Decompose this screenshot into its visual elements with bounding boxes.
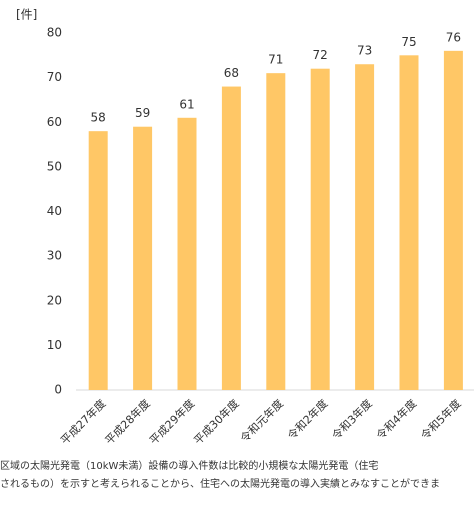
data-label: 73	[357, 44, 372, 58]
y-tick-label: 50	[47, 159, 62, 173]
data-label: 71	[268, 53, 283, 67]
y-tick-label: 40	[47, 204, 62, 218]
x-tick-label: 平成27年度	[58, 396, 109, 447]
y-tick-label: 20	[47, 293, 62, 307]
bar	[88, 131, 108, 391]
data-label: 68	[224, 66, 239, 80]
y-tick-label: 70	[47, 70, 62, 84]
bar	[443, 50, 463, 390]
bar	[177, 117, 197, 390]
bar	[133, 126, 153, 391]
data-label: 72	[313, 48, 328, 62]
x-tick-label: 令和3年度	[329, 396, 375, 442]
data-label: 61	[179, 97, 194, 111]
bar	[399, 55, 419, 390]
x-tick-label: 令和2年度	[284, 396, 330, 442]
x-tick-label: 令和5年度	[418, 396, 464, 442]
x-tick-label: 令和元年度	[237, 396, 286, 445]
x-tick-label: 平成30年度	[191, 396, 242, 447]
x-tick-label: 平成28年度	[102, 396, 153, 447]
bar	[221, 86, 241, 391]
note: されるもの）を示すと考えられることから、住宅への太陽光発電の導入実績とみなすこと…	[0, 477, 440, 490]
data-label: 59	[135, 106, 150, 120]
y-tick-label: 10	[47, 338, 62, 352]
bar	[355, 64, 375, 391]
y-tick-label: 60	[47, 115, 62, 129]
y-axis-label: [件]	[16, 8, 37, 22]
x-tick-label: 令和4年度	[373, 396, 419, 442]
y-tick-label: 0	[54, 383, 62, 397]
x-tick-label: 平成29年度	[146, 396, 197, 447]
data-label: 58	[91, 111, 106, 125]
y-tick-label: 80	[47, 26, 62, 40]
data-label: 76	[446, 30, 461, 44]
bar	[310, 68, 330, 390]
data-label: 75	[401, 35, 416, 49]
y-tick-label: 30	[47, 249, 62, 263]
note: 区域の太陽光発電（10kW未満）設備の導入件数は比較的小規模な太陽光発電（住宅	[0, 459, 378, 472]
bar	[266, 73, 286, 390]
